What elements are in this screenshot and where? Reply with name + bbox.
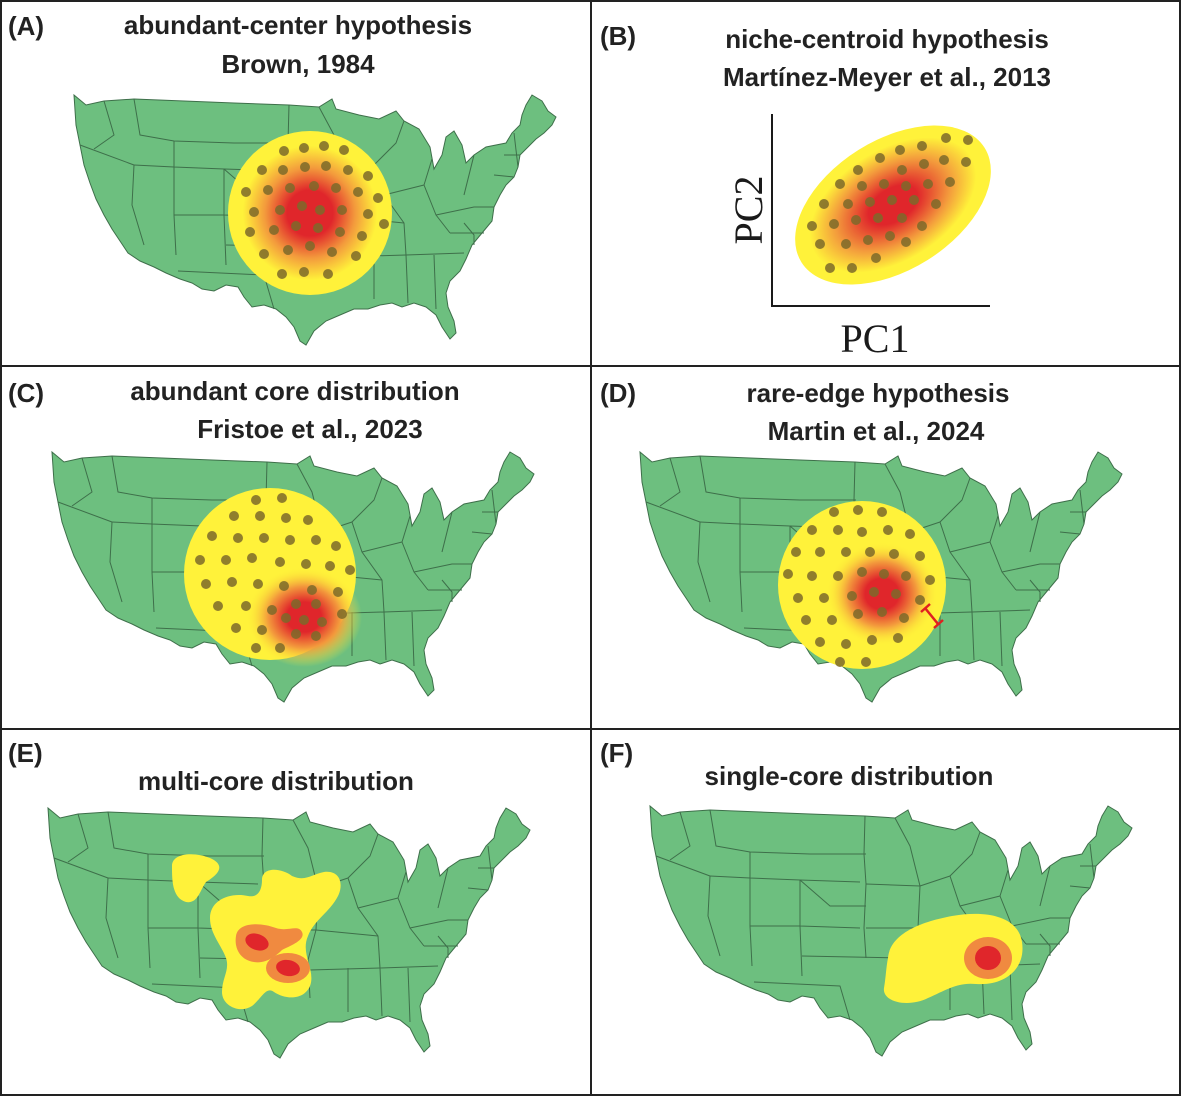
xlabel-pc1: PC1: [841, 316, 910, 361]
panel-citation-a: Brown, 1984: [221, 49, 375, 79]
panel-label-c: (C): [8, 378, 44, 408]
red-core-centers-e: [245, 933, 300, 977]
panel-label-e: (E): [8, 738, 43, 768]
panel-label-f: (F): [600, 738, 633, 768]
panel-title-f: single-core distribution: [705, 761, 994, 791]
red-core-center-f: [975, 946, 1001, 970]
panel-label-d: (D): [600, 378, 636, 408]
panel-e: (E) multi-core distribution: [8, 738, 531, 1059]
panel-c: (C) abundant core distribution Fristoe e…: [8, 376, 535, 703]
panel-title-d: rare-edge hypothesis: [747, 378, 1010, 408]
panel-title-c: abundant core distribution: [130, 376, 459, 406]
ylabel-pc2: PC2: [726, 176, 771, 245]
edge-gap-marker: [920, 603, 944, 629]
panel-f: (F) single-core distribution: [600, 738, 1133, 1057]
panel-citation-d: Martin et al., 2024: [768, 416, 985, 446]
panel-label-b: (B): [600, 21, 636, 51]
occurrence-points-d: [783, 505, 935, 667]
occurrence-points-a: [241, 141, 389, 279]
core-hotspot-d: [826, 542, 938, 646]
panel-d: (D) rare-edge hypothesis Martin et al., …: [600, 378, 1123, 703]
panel-a: (A) abundant-center hypothesis Brown, 19…: [8, 10, 557, 346]
occurrence-points-c: [195, 493, 355, 653]
panel-title-a: abundant-center hypothesis: [124, 10, 472, 40]
occurrence-points-b: [807, 133, 973, 273]
pc-axes: [771, 114, 990, 307]
panel-citation-c: Fristoe et al., 2023: [197, 414, 422, 444]
panel-title-b: niche-centroid hypothesis: [725, 24, 1049, 54]
panel-label-a: (A): [8, 11, 44, 41]
panel-title-e: multi-core distribution: [138, 766, 414, 796]
panel-citation-b: Martínez-Meyer et al., 2013: [723, 62, 1051, 92]
yellow-range-patch-f: [883, 913, 1023, 1003]
panel-b: PC2 PC1 (B) niche-centroid hypothesis Ma…: [600, 21, 1051, 361]
